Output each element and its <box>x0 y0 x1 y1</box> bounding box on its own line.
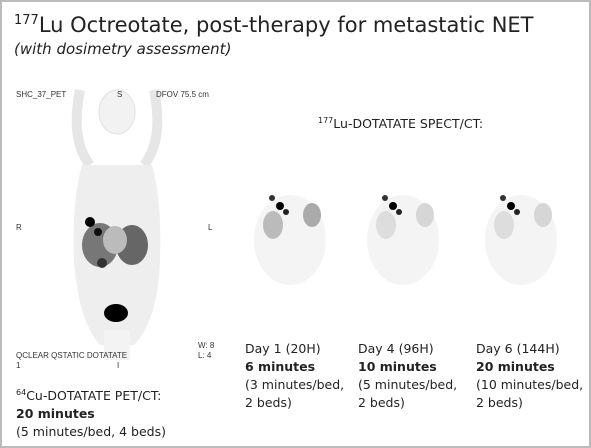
spect-lesion <box>507 202 515 210</box>
spect-lesion <box>283 209 289 215</box>
spect-lesion <box>382 195 388 201</box>
spect-lesion <box>514 209 520 215</box>
spect-kidney <box>303 203 321 227</box>
spect-lesion <box>276 202 284 210</box>
panel-detail: (5 minutes/bed, <box>358 377 457 392</box>
pet-caption-text: Cu-DOTATATE PET/CT: <box>26 388 161 403</box>
panel-duration: 20 minutes <box>476 359 555 374</box>
panel-detail: (10 minutes/bed, <box>476 377 583 392</box>
panel-day: Day 6 (144H) <box>476 341 560 356</box>
pet-label: W: 8 <box>198 341 215 350</box>
spect-heading: 177Lu-DOTATATE SPECT/CT: <box>318 116 483 131</box>
pet-label: L: 4 <box>198 351 212 360</box>
pet-image <box>12 86 232 371</box>
spect-kidney <box>416 203 434 227</box>
pet-label: S <box>117 90 122 99</box>
spect-lesion <box>389 202 397 210</box>
panel-detail: 2 beds) <box>358 395 405 410</box>
pet-label: QCLEAR QSTATIC DOTATATE <box>16 351 127 360</box>
spect-kidney <box>534 203 552 227</box>
panel-duration: 10 minutes <box>358 359 437 374</box>
pet-label: R <box>16 223 22 232</box>
spect-kidney <box>376 211 396 239</box>
spect-lesion <box>269 195 275 201</box>
title-sup: 177 <box>14 13 39 28</box>
spect-kidney <box>263 211 283 239</box>
panel-day: Day 1 (20H) <box>245 341 321 356</box>
pet-label: L <box>208 223 213 232</box>
pet-label: SHC_37_PET <box>16 90 66 99</box>
panel-duration: 6 minutes <box>245 359 315 374</box>
pet-caption-duration: 20 minutes <box>16 406 95 421</box>
pet-caption-detail: (5 minutes/bed, 4 beds) <box>16 424 166 439</box>
title: 177Lu Octreotate, post-therapy for metas… <box>14 13 534 37</box>
spect-lesion <box>500 195 506 201</box>
spect-lesion <box>396 209 402 215</box>
spect-heading-text: Lu-DOTATATE SPECT/CT: <box>333 116 483 131</box>
panel-day: Day 4 (96H) <box>358 341 434 356</box>
panel-detail: 2 beds) <box>476 395 523 410</box>
title-text: Lu Octreotate, post-therapy for metastat… <box>39 13 534 37</box>
spect-kidney <box>494 211 514 239</box>
pet-caption-sup: 64 <box>16 388 26 397</box>
panel-detail: (3 minutes/bed, <box>245 377 344 392</box>
subtitle: (with dosimetry assessment) <box>14 40 231 58</box>
spect-panels: Day 1 (20H) 6 minutes (3 minutes/bed, 2 bed… <box>245 180 583 410</box>
pet-label: DFOV 75.5 cm <box>156 90 209 99</box>
panel-detail: 2 beds) <box>245 395 292 410</box>
pet-caption-title: 64Cu-DOTATATE PET/CT: <box>16 388 161 403</box>
spect-sup: 177 <box>318 116 333 125</box>
pet-label: I <box>117 361 119 370</box>
pet-label: 1 <box>16 361 21 370</box>
